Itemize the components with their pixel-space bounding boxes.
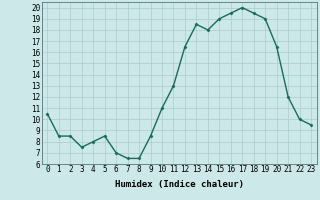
X-axis label: Humidex (Indice chaleur): Humidex (Indice chaleur) [115,180,244,189]
